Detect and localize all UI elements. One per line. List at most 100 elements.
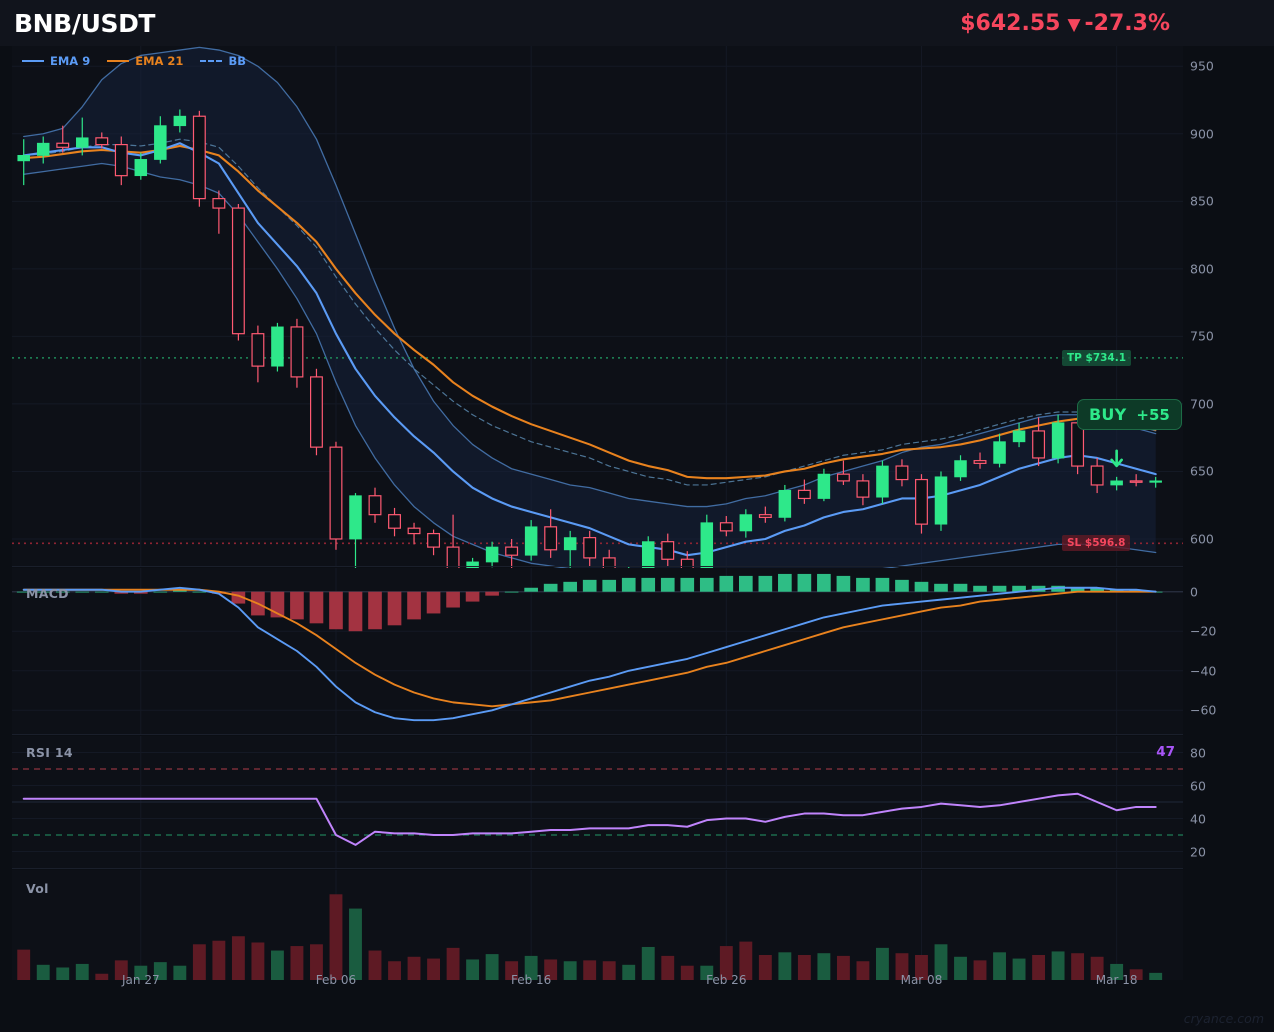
volume-bar (466, 959, 480, 980)
macd-histogram-bar (524, 587, 538, 592)
triangle-down-icon: ▼ (1067, 15, 1081, 35)
volume-bar (817, 953, 831, 980)
macd-histogram-bar (504, 591, 519, 593)
volume-bar (700, 965, 714, 980)
macd-histogram-bar (212, 591, 226, 594)
macd-histogram-bar (758, 575, 773, 592)
macd-histogram-bar (36, 591, 51, 593)
volume-bar (231, 936, 245, 980)
candlestick (661, 541, 675, 560)
candlestick (349, 495, 362, 540)
macd-histogram-bar (368, 591, 382, 630)
macd-histogram-bar (446, 591, 460, 608)
macd-histogram-bar (934, 583, 948, 592)
candlestick (915, 478, 928, 525)
macd-histogram-bar (426, 591, 441, 614)
volume-bar (134, 965, 148, 980)
candlestick (329, 446, 343, 540)
volume-bar (583, 960, 597, 980)
candlestick (778, 489, 792, 518)
volume-bar (329, 894, 343, 980)
volume-bar (290, 946, 304, 980)
price-svg-layer (12, 46, 1183, 600)
macd-histogram-bar (55, 591, 70, 593)
volume-bar (1110, 963, 1124, 980)
price-axis-tick: 700 (1190, 396, 1214, 412)
candlestick (524, 526, 538, 556)
candlestick (1051, 422, 1065, 459)
macd-axis-tick: −60 (1190, 702, 1217, 718)
take-profit-tag: TP $734.1 (1062, 349, 1132, 366)
macd-histogram-bar (680, 577, 695, 592)
chart-legend: EMA 9 EMA 21 BB (22, 52, 246, 70)
macd-histogram-bar (1090, 587, 1104, 592)
volume-bar (407, 956, 421, 980)
macd-histogram-bar (94, 591, 109, 593)
volume-bar (95, 973, 109, 980)
macd-histogram-bar (836, 575, 851, 592)
volume-bar (797, 955, 811, 980)
candlestick (485, 546, 499, 563)
macd-histogram-bar (192, 591, 207, 593)
volume-bar (739, 941, 753, 980)
macd-histogram-bar (739, 575, 753, 592)
volume-bar (192, 944, 206, 980)
volume-bar (524, 955, 538, 980)
volume-bar (973, 960, 987, 980)
volume-bar (993, 952, 1006, 980)
volume-bar (56, 967, 70, 980)
buy-signal-badge[interactable]: BUY +55 (1077, 399, 1182, 430)
macd-axis-tick: −20 (1190, 623, 1217, 639)
volume-bar (368, 950, 382, 980)
macd-histogram-bar (1012, 585, 1026, 592)
volume-bar (75, 963, 89, 980)
macd-axis-tick: 0 (1190, 584, 1198, 600)
legend-item-bb[interactable]: BB (200, 54, 246, 68)
macd-histogram-bar (485, 591, 499, 596)
macd-histogram-bar (797, 573, 812, 592)
volume-bar (856, 961, 870, 980)
volume-bar (758, 955, 772, 980)
macd-histogram-bar (817, 573, 831, 592)
panel-divider (12, 566, 1183, 567)
dashed-line-swatch-icon (200, 60, 223, 62)
date-axis-tick: Feb 16 (510, 973, 552, 987)
candlestick (817, 473, 831, 499)
date-axis-tick: Mar 18 (1095, 973, 1138, 987)
candlestick (954, 460, 967, 478)
volume-bar (719, 946, 733, 980)
volume-bar (544, 959, 558, 980)
legend-label-bb: BB (228, 54, 246, 68)
volume-bar (388, 961, 401, 980)
candlestick (836, 473, 850, 482)
legend-label-ema9: EMA 9 (50, 54, 91, 68)
candlestick (583, 537, 597, 559)
candlestick (563, 537, 577, 551)
legend-item-ema9[interactable]: EMA 9 (22, 54, 90, 68)
candlestick (973, 460, 987, 464)
candlestick (934, 476, 948, 525)
rsi-title: RSI 14 (26, 745, 73, 760)
macd-histogram-bar (543, 583, 558, 592)
candlestick (192, 115, 206, 200)
legend-item-ema21[interactable]: EMA 21 (107, 54, 183, 68)
macd-axis-tick: −40 (1190, 663, 1217, 679)
macd-histogram-bar (329, 591, 343, 630)
candlestick (368, 495, 382, 516)
macd-panel (0, 568, 1274, 734)
macd-histogram-bar (114, 591, 129, 594)
volume-bar (427, 958, 440, 980)
volume-bar (17, 949, 31, 980)
arrow-down-icon (1110, 449, 1123, 468)
candlestick (544, 526, 558, 551)
macd-svg-layer (12, 568, 1183, 734)
volume-bar (1032, 955, 1046, 980)
candlestick (212, 198, 226, 209)
volume-plot-area (12, 870, 1183, 980)
volume-bar (895, 953, 909, 980)
candlestick (797, 489, 811, 500)
macd-histogram-bar (407, 591, 421, 620)
rsi-panel (0, 736, 1274, 868)
price-axis-tick: 650 (1190, 463, 1214, 479)
